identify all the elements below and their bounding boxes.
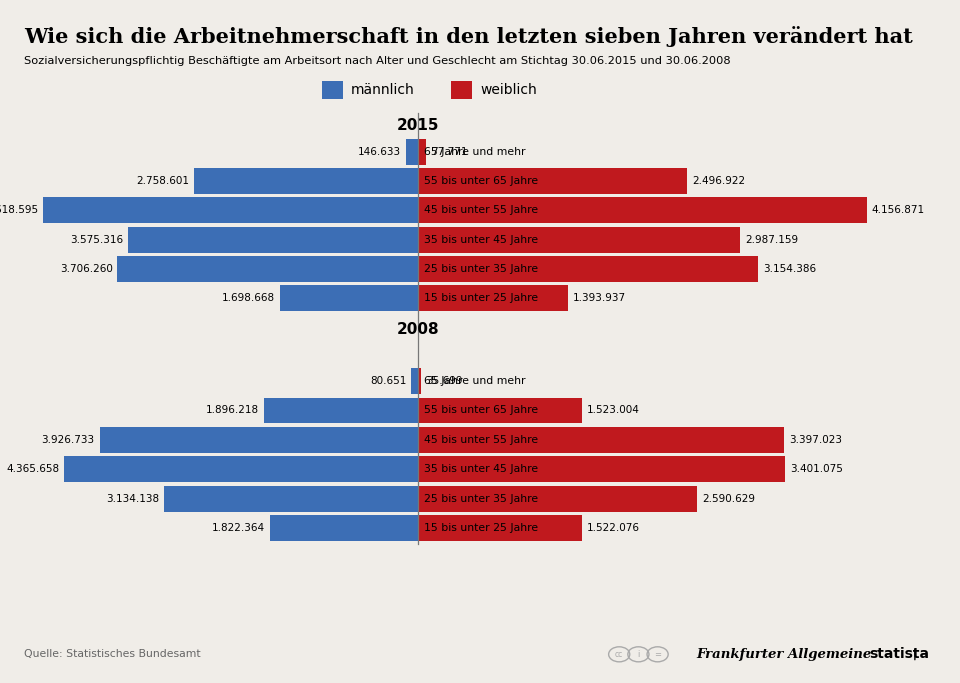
- Bar: [451, 81, 472, 99]
- Bar: [418, 368, 421, 394]
- Text: 25 bis unter 35 Jahre: 25 bis unter 35 Jahre: [424, 494, 539, 503]
- Bar: [406, 139, 418, 165]
- Bar: [418, 486, 697, 512]
- Text: Quelle: Statistisches Bundesamt: Quelle: Statistisches Bundesamt: [24, 650, 201, 659]
- Bar: [418, 398, 582, 423]
- Bar: [418, 197, 867, 223]
- Text: 15 bis unter 25 Jahre: 15 bis unter 25 Jahre: [424, 294, 539, 303]
- Text: 2.987.159: 2.987.159: [745, 235, 798, 245]
- Text: 35.699: 35.699: [426, 376, 463, 386]
- Text: 55 bis unter 65 Jahre: 55 bis unter 65 Jahre: [424, 176, 539, 186]
- Text: 1.523.004: 1.523.004: [587, 406, 639, 415]
- Text: 2.496.922: 2.496.922: [692, 176, 745, 186]
- Text: 3.706.260: 3.706.260: [60, 264, 112, 274]
- Text: statista: statista: [869, 647, 929, 661]
- Bar: [100, 427, 418, 453]
- Text: 4.618.595: 4.618.595: [0, 206, 38, 215]
- Bar: [117, 256, 418, 282]
- Text: weiblich: weiblich: [480, 83, 537, 97]
- Bar: [418, 168, 687, 194]
- Text: 3.401.075: 3.401.075: [790, 464, 843, 474]
- Text: Sozialversicherungspflichtig Beschäftigte am Arbeitsort nach Alter und Geschlech: Sozialversicherungspflichtig Beschäftigt…: [24, 56, 731, 66]
- Text: 15 bis unter 25 Jahre: 15 bis unter 25 Jahre: [424, 523, 539, 533]
- Text: 1.393.937: 1.393.937: [573, 294, 626, 303]
- Text: Wie sich die Arbeitnehmerschaft in den letzten sieben Jahren verändert hat: Wie sich die Arbeitnehmerschaft in den l…: [24, 26, 913, 47]
- Text: 3.134.138: 3.134.138: [106, 494, 159, 503]
- Text: 25 bis unter 35 Jahre: 25 bis unter 35 Jahre: [424, 264, 539, 274]
- Text: 3.575.316: 3.575.316: [70, 235, 123, 245]
- Text: cc: cc: [615, 650, 623, 659]
- Text: Frankfurter Allgemeine: Frankfurter Allgemeine: [696, 647, 872, 661]
- Bar: [128, 227, 418, 253]
- Text: 80.651: 80.651: [370, 376, 406, 386]
- Text: 1.896.218: 1.896.218: [206, 406, 259, 415]
- Bar: [418, 285, 568, 311]
- Text: 3.154.386: 3.154.386: [763, 264, 816, 274]
- Text: 65 Jahre und mehr: 65 Jahre und mehr: [424, 147, 526, 156]
- Text: 4.156.871: 4.156.871: [872, 206, 924, 215]
- Text: 77.771: 77.771: [431, 147, 468, 156]
- Bar: [164, 486, 418, 512]
- Text: 2.758.601: 2.758.601: [136, 176, 189, 186]
- Text: 55 bis unter 65 Jahre: 55 bis unter 65 Jahre: [424, 406, 539, 415]
- Text: 3.926.733: 3.926.733: [41, 435, 95, 445]
- Text: 35 bis unter 45 Jahre: 35 bis unter 45 Jahre: [424, 235, 539, 245]
- Bar: [418, 515, 582, 541]
- Text: 65 Jahre und mehr: 65 Jahre und mehr: [424, 376, 526, 386]
- Text: 3.397.023: 3.397.023: [789, 435, 842, 445]
- Text: 45 bis unter 55 Jahre: 45 bis unter 55 Jahre: [424, 435, 539, 445]
- Text: 2008: 2008: [396, 322, 439, 337]
- Text: i: i: [637, 650, 639, 659]
- Text: 45 bis unter 55 Jahre: 45 bis unter 55 Jahre: [424, 206, 539, 215]
- Bar: [418, 227, 740, 253]
- Text: 35 bis unter 45 Jahre: 35 bis unter 45 Jahre: [424, 464, 539, 474]
- Text: 146.633: 146.633: [358, 147, 401, 156]
- Text: 1.522.076: 1.522.076: [587, 523, 639, 533]
- Bar: [418, 256, 758, 282]
- Bar: [322, 81, 343, 99]
- Text: =: =: [654, 650, 661, 659]
- Text: 1.698.668: 1.698.668: [222, 294, 276, 303]
- Bar: [418, 456, 785, 482]
- Text: 2015: 2015: [396, 118, 439, 133]
- Bar: [194, 168, 418, 194]
- Text: 2.590.629: 2.590.629: [702, 494, 756, 503]
- Bar: [64, 456, 418, 482]
- Bar: [43, 197, 418, 223]
- Bar: [418, 427, 784, 453]
- Bar: [264, 398, 418, 423]
- Text: 1.822.364: 1.822.364: [212, 523, 265, 533]
- Text: 4.365.658: 4.365.658: [6, 464, 60, 474]
- Text: männlich: männlich: [350, 83, 414, 97]
- Bar: [418, 139, 426, 165]
- Bar: [270, 515, 418, 541]
- Bar: [411, 368, 418, 394]
- Bar: [280, 285, 418, 311]
